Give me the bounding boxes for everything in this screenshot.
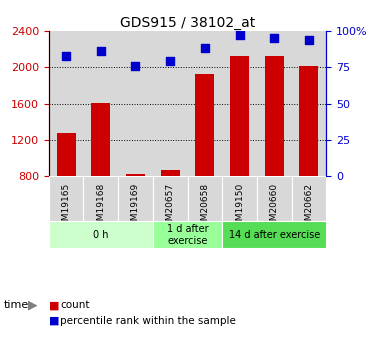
Bar xyxy=(83,31,118,176)
Text: GSM19150: GSM19150 xyxy=(235,183,244,232)
Bar xyxy=(118,176,153,221)
Bar xyxy=(222,221,326,248)
Bar xyxy=(188,176,222,221)
Text: 14 d after exercise: 14 d after exercise xyxy=(229,230,320,240)
Point xyxy=(167,59,173,64)
Text: GSM20660: GSM20660 xyxy=(270,183,279,232)
Point xyxy=(98,49,104,54)
Bar xyxy=(222,31,257,176)
Text: ■: ■ xyxy=(49,300,59,310)
Text: GSM20658: GSM20658 xyxy=(200,183,209,232)
Bar xyxy=(57,134,76,176)
Bar xyxy=(292,31,326,176)
Title: GDS915 / 38102_at: GDS915 / 38102_at xyxy=(120,16,255,30)
Bar xyxy=(299,66,318,176)
Text: 0 h: 0 h xyxy=(93,230,108,240)
Bar xyxy=(265,57,284,176)
Point xyxy=(63,53,69,58)
Text: ▶: ▶ xyxy=(28,299,38,312)
Text: count: count xyxy=(60,300,90,310)
Text: GSM19165: GSM19165 xyxy=(62,183,70,232)
Text: GSM19168: GSM19168 xyxy=(96,183,105,232)
Bar xyxy=(222,176,257,221)
Bar xyxy=(118,31,153,176)
Text: GSM20662: GSM20662 xyxy=(304,183,313,232)
Bar xyxy=(83,176,118,221)
Bar xyxy=(49,31,83,176)
Point xyxy=(132,63,138,69)
Bar xyxy=(292,176,326,221)
Bar xyxy=(49,176,83,221)
Bar xyxy=(153,31,188,176)
Bar xyxy=(91,102,110,176)
Point xyxy=(202,46,208,51)
Text: ■: ■ xyxy=(49,316,59,326)
Bar xyxy=(153,176,188,221)
Text: GSM19169: GSM19169 xyxy=(131,183,140,232)
Point xyxy=(306,37,312,42)
Point xyxy=(237,33,243,38)
Bar xyxy=(257,176,292,221)
Text: time: time xyxy=(4,300,29,310)
Point xyxy=(271,36,277,41)
Bar xyxy=(126,174,145,176)
Bar xyxy=(230,57,249,176)
Text: GSM20657: GSM20657 xyxy=(166,183,175,232)
Bar xyxy=(188,31,222,176)
Text: 1 d after
exercise: 1 d after exercise xyxy=(166,224,208,246)
Bar xyxy=(153,221,222,248)
Bar xyxy=(49,221,153,248)
Text: percentile rank within the sample: percentile rank within the sample xyxy=(60,316,236,326)
Bar xyxy=(257,31,292,176)
Bar xyxy=(195,73,214,176)
Bar xyxy=(160,170,180,176)
